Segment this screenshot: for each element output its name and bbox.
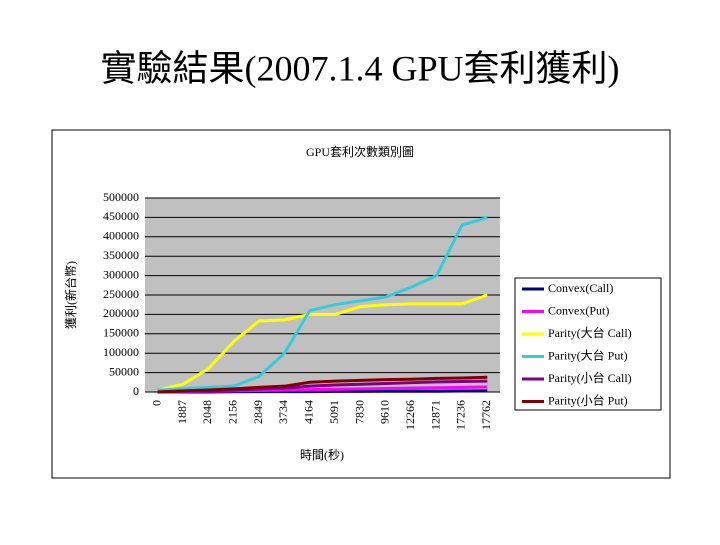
x-tick-label: 17762 [479, 400, 493, 430]
chart-title: GPU套利次數類別圖 [306, 145, 414, 159]
x-tick-label: 3734 [276, 400, 290, 424]
x-tick-label: 1887 [175, 400, 189, 424]
series-line [157, 293, 488, 392]
legend-label: Parity(小台 Put) [548, 392, 628, 407]
legend-label: Parity(大台 Put) [548, 347, 628, 362]
y-tick-label: 200000 [103, 306, 139, 320]
x-tick-label: 9610 [378, 400, 392, 424]
series-line [157, 215, 488, 392]
x-tick-label: 12871 [428, 400, 442, 430]
y-tick-label: 350000 [103, 248, 139, 262]
x-tick-label: 2048 [200, 400, 214, 424]
y-tick-label: 150000 [103, 326, 139, 340]
legend-box [514, 277, 662, 411]
x-tick-label: 4164 [302, 400, 316, 424]
x-tick-label: 2849 [251, 400, 265, 424]
y-tick-label: 0 [133, 384, 139, 398]
x-tick-label: 5091 [327, 400, 341, 424]
y-tick-label: 50000 [109, 364, 139, 378]
slide-title: 實驗結果(2007.1.4 GPU套利獲利) [101, 48, 620, 88]
y-tick-label: 400000 [103, 229, 139, 243]
legend-label: Parity(小台 Call) [548, 370, 632, 385]
x-tick-label: 7830 [352, 400, 366, 424]
y-tick-label: 300000 [103, 267, 139, 281]
x-tick-label: 0 [149, 400, 163, 406]
y-axis-label: 獲利(新台幣) [63, 261, 78, 329]
legend-label: Convex(Call) [548, 281, 613, 295]
x-axis-label: 時間(秒) [300, 448, 344, 462]
legend-label: Convex(Put) [548, 303, 609, 317]
x-tick-label: 2156 [226, 400, 240, 424]
legend-label: Parity(大台 Call) [548, 325, 632, 340]
x-tick-label: 12266 [403, 400, 417, 430]
y-tick-label: 100000 [103, 345, 139, 359]
y-tick-label: 500000 [103, 190, 139, 204]
x-tick-label: 17236 [454, 400, 468, 430]
y-tick-label: 450000 [103, 209, 139, 223]
y-tick-label: 250000 [103, 287, 139, 301]
series-line [157, 375, 488, 394]
